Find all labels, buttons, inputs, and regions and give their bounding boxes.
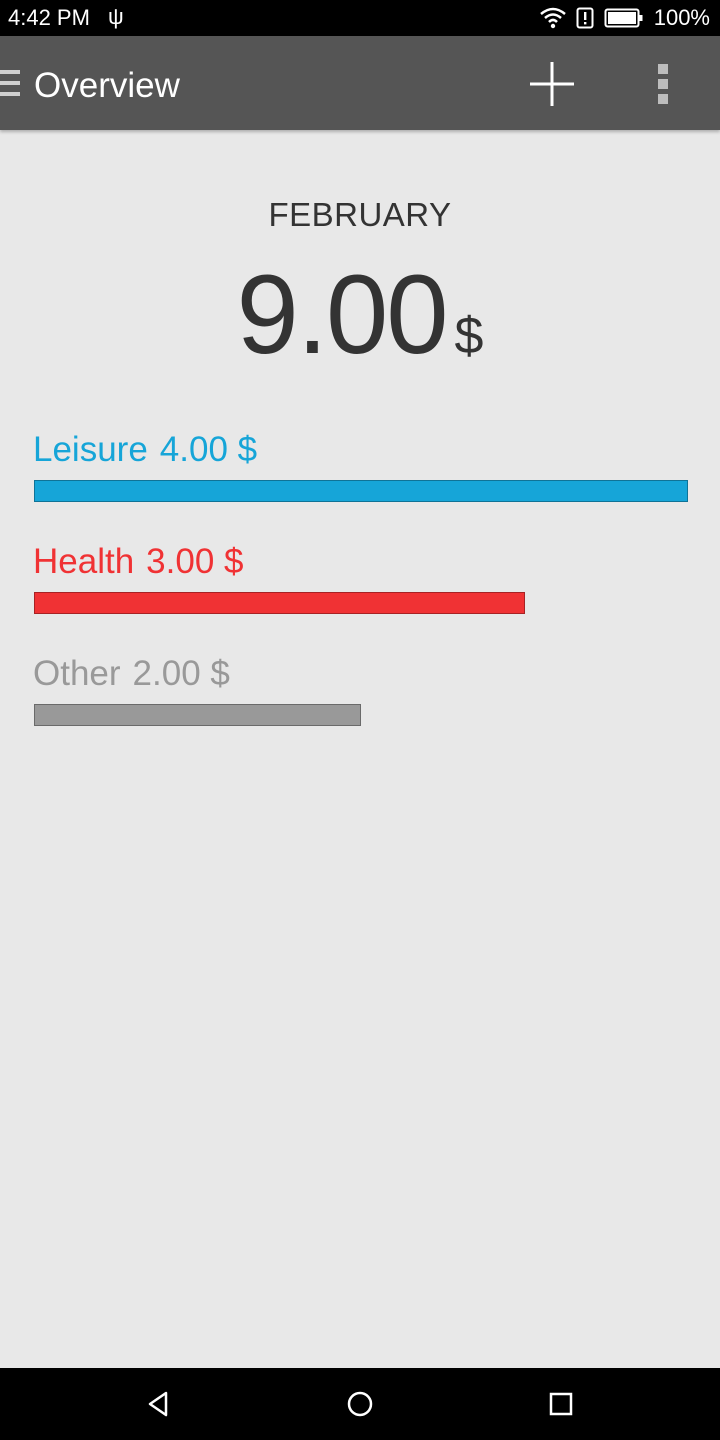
category-leisure[interactable]: Leisure 4.00 $ xyxy=(33,430,693,504)
page-title: Overview xyxy=(34,66,180,105)
category-bar-track xyxy=(33,592,688,616)
category-name: Health xyxy=(33,542,135,581)
system-nav-bar xyxy=(0,1368,720,1440)
status-time: 4:42 PM xyxy=(8,5,90,30)
category-bar-track xyxy=(33,480,688,504)
usb-icon: ψ xyxy=(108,4,124,29)
category-label: Health 3.00 $ xyxy=(33,542,693,582)
overview-content: FEBRUARY 9.00 $ Leisure 4.00 $ Health 3.00 … xyxy=(0,132,720,1368)
category-bar xyxy=(34,480,688,502)
status-bar: 4:42 PM ψ 100% xyxy=(0,0,720,36)
alert-icon xyxy=(576,7,594,29)
recents-icon[interactable] xyxy=(547,1390,575,1418)
category-label: Other 2.00 $ xyxy=(33,654,693,694)
menu-icon[interactable] xyxy=(0,70,20,100)
category-other[interactable]: Other 2.00 $ xyxy=(33,654,693,728)
category-amount: 3.00 $ xyxy=(146,542,244,581)
category-bar-track xyxy=(33,704,688,728)
back-icon[interactable] xyxy=(145,1390,173,1418)
battery-percent: 100% xyxy=(653,5,710,30)
status-icons: 100% xyxy=(539,5,710,31)
category-amount: 2.00 $ xyxy=(132,654,230,693)
category-bar xyxy=(34,592,525,614)
wifi-icon xyxy=(539,7,566,29)
total-currency: $ xyxy=(454,307,484,365)
category-label: Leisure 4.00 $ xyxy=(33,430,693,470)
add-icon[interactable] xyxy=(528,60,576,108)
category-bar xyxy=(34,704,361,726)
total-value: 9.00 xyxy=(236,252,449,377)
category-name: Leisure xyxy=(33,430,148,469)
home-icon[interactable] xyxy=(346,1390,374,1418)
app-bar: Overview xyxy=(0,36,720,130)
category-name: Other xyxy=(33,654,121,693)
total-amount: 9.00 $ xyxy=(0,250,720,379)
category-amount: 4.00 $ xyxy=(159,430,258,469)
battery-icon xyxy=(604,8,643,28)
overflow-icon[interactable] xyxy=(658,64,670,106)
category-health[interactable]: Health 3.00 $ xyxy=(33,542,693,616)
month-label: FEBRUARY xyxy=(268,196,452,233)
